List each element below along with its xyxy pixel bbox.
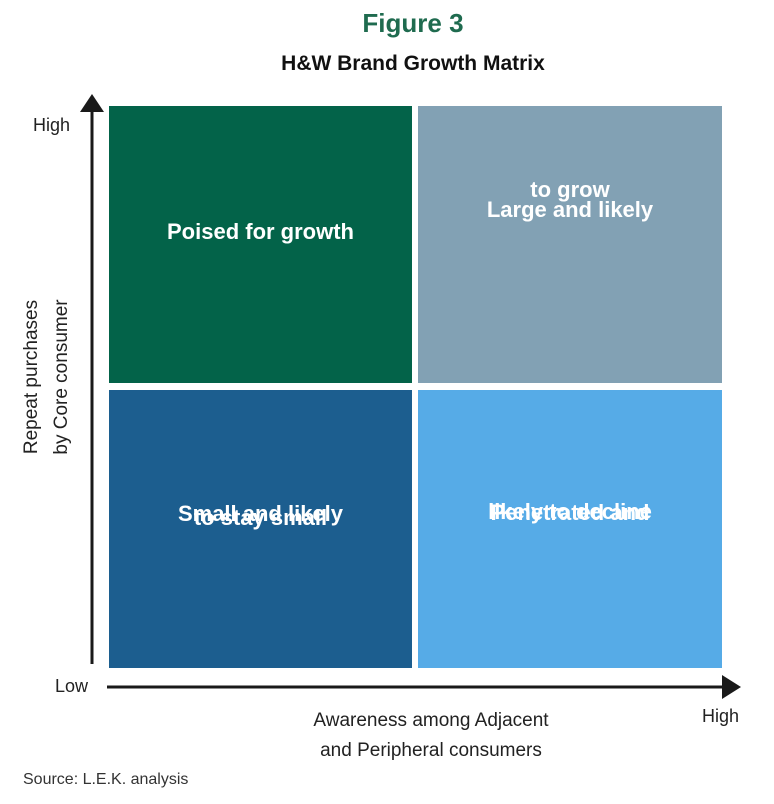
y-axis-title: Repeat purchases by Core consumer	[17, 207, 77, 547]
x-axis-high-label: High	[702, 706, 740, 726]
quadrant-poised-for-growth: Poised for growth	[109, 106, 412, 383]
quadrant-label-line2: to stay small	[193, 505, 328, 530]
x-axis-low-label: Low	[55, 676, 89, 696]
quadrant-label-line2: likely to decline	[488, 499, 652, 524]
x-axis-title: Awareness among Adjacent and Peripheral …	[272, 706, 590, 766]
source-note: Source: L.E.K. analysis	[23, 771, 189, 788]
x-axis-arrowhead	[722, 675, 741, 699]
quadrant-label-line1: Penetrated and	[490, 500, 650, 525]
quadrant-large-and-likely-to-grow: Large and likely to grow	[418, 106, 722, 383]
y-axis-high-label: High	[33, 115, 71, 135]
x-axis-title-line2: and Peripheral consumers	[320, 740, 542, 761]
quadrant-label-line1: Poised for growth	[167, 218, 354, 244]
x-axis-title-line1: Awareness among Adjacent	[313, 710, 549, 731]
quadrant-label-line1: Small and likely	[177, 501, 344, 526]
quadrant-label-line2: to grow	[530, 176, 610, 202]
quadrant-small-and-likely-to-stay-small: Small and likely to stay small	[109, 390, 412, 668]
y-axis-arrowhead	[80, 94, 104, 112]
quadrant-label-line1: Large and likely	[486, 196, 654, 222]
diagram-title: H&W Brand Growth Matrix	[281, 52, 545, 75]
y-axis-title-line2: by Core consumer	[51, 299, 72, 455]
y-axis-title-line1: Repeat purchases	[21, 299, 42, 455]
figure-label: Figure 3	[362, 8, 464, 38]
quadrant-penetrated-and-likely-to-decline: Penetrated and likely to decline	[418, 390, 722, 668]
